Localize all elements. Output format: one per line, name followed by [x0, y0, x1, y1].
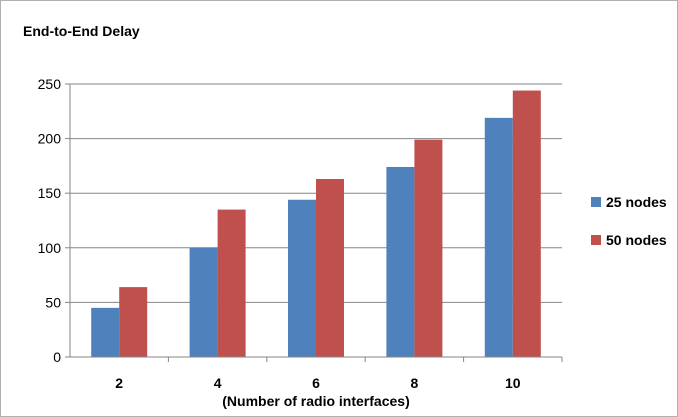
bar-50-nodes-10 — [512, 90, 541, 357]
y-tick-label: 50 — [45, 294, 61, 310]
y-tick-label: 150 — [38, 185, 62, 201]
axes — [65, 83, 563, 362]
y-tick-labels: 0 50 100 150 200 250 — [38, 76, 62, 365]
y-tick-label: 100 — [38, 240, 62, 256]
bars — [91, 90, 541, 358]
bar-25-nodes-8 — [386, 166, 415, 357]
bar-50-nodes-6 — [316, 179, 344, 357]
bar-50-nodes-2 — [119, 287, 148, 357]
bar-25-nodes-2 — [91, 307, 120, 357]
chart-title: End-to-End Delay — [23, 23, 140, 39]
x-tick-label: 6 — [312, 375, 320, 391]
bar-50-nodes-8 — [414, 139, 443, 357]
x-tick-label: 10 — [505, 375, 521, 391]
legend-label: 50 nodes — [606, 232, 667, 248]
x-tick-label: 2 — [115, 375, 123, 391]
x-tick-labels: 2 4 6 8 10 — [115, 375, 520, 391]
y-tick-label: 0 — [53, 349, 61, 365]
x-tick-label: 8 — [411, 375, 419, 391]
legend-label: 25 nodes — [606, 194, 667, 210]
bar-50-nodes-4 — [217, 209, 246, 357]
y-tick-label: 250 — [38, 76, 62, 92]
y-tick-label: 200 — [38, 131, 62, 147]
bar-25-nodes-6 — [288, 199, 316, 357]
bar-25-nodes-10 — [484, 117, 513, 358]
legend-item-50-nodes: 50 nodes — [591, 221, 667, 259]
x-tick-label: 4 — [214, 375, 222, 391]
legend-swatch — [591, 197, 601, 207]
legend: 25 nodes 50 nodes — [591, 183, 667, 259]
legend-item-25-nodes: 25 nodes — [591, 183, 667, 221]
x-axis-label: (Number of radio interfaces) — [222, 393, 409, 409]
bar-25-nodes-4 — [189, 247, 218, 357]
legend-swatch — [591, 235, 601, 245]
